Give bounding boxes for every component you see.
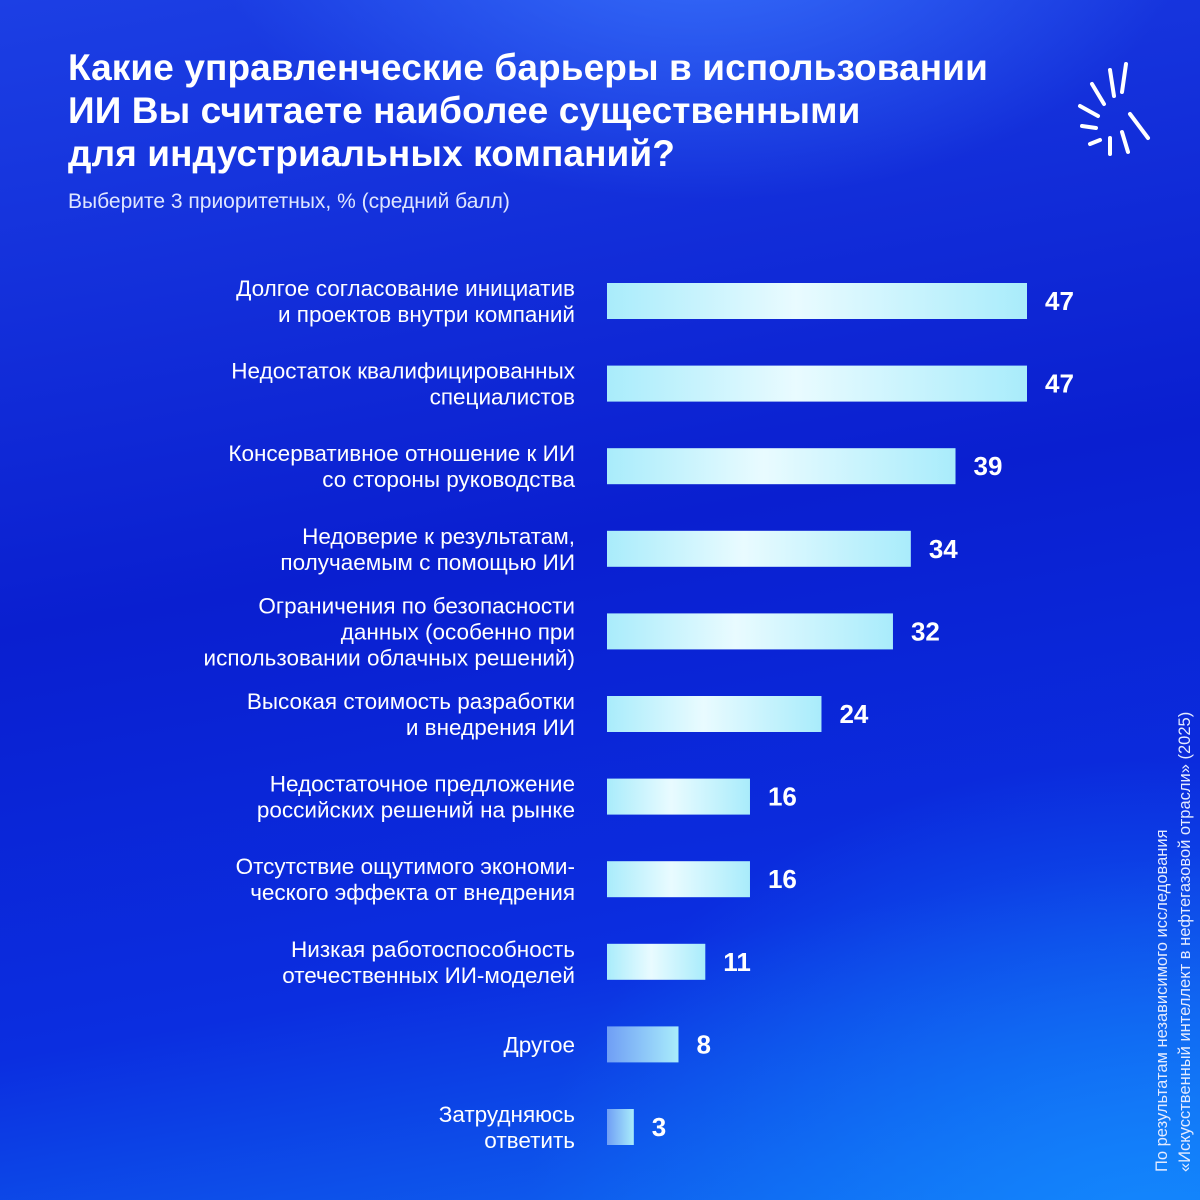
source-note-line: По результатам независимого исследования [1153, 829, 1171, 1172]
category-label: Недостаточное предложение [270, 772, 575, 797]
bar [607, 861, 750, 898]
bar [607, 1109, 634, 1145]
bar [607, 530, 911, 567]
category-label: использовании облачных решений) [204, 645, 575, 670]
category-label: ческого эффекта от внедрения [250, 880, 575, 905]
category-label: Консервативное отношение к ИИ [228, 441, 575, 466]
data-label: 11 [723, 947, 751, 977]
bar [607, 365, 1027, 402]
category-label: данных (особенно при [341, 619, 575, 644]
category-label: Низкая работоспособность [291, 937, 575, 962]
bar [607, 1026, 679, 1063]
chart-title-line: Какие управленческие барьеры в использов… [68, 47, 988, 88]
source-note-line: «Искусственный интеллект в нефтегазовой … [1176, 711, 1194, 1172]
chart-subtitle: Выберите 3 приоритетных, % (средний балл… [68, 190, 510, 213]
bar [607, 283, 1027, 319]
category-label: Ограничения по безопасности [258, 593, 575, 618]
bar [607, 696, 822, 732]
category-label: и проектов внутри компаний [278, 302, 575, 327]
category-label: Затрудняюсь [439, 1102, 575, 1127]
chart-title: Какие управленческие барьеры в использов… [68, 46, 1028, 175]
data-label: 24 [839, 699, 868, 729]
starburst-logo-icon [1078, 62, 1150, 156]
source-note: По результатам независимого исследования… [1151, 712, 1197, 1172]
category-label: отечественных ИИ-моделей [282, 963, 575, 988]
bar [607, 613, 893, 650]
category-label: получаемым с помощью ИИ [280, 550, 575, 575]
data-label: 47 [1045, 286, 1074, 316]
category-label: ответить [484, 1128, 575, 1153]
category-label: Недостаток квалифицированных [231, 359, 575, 384]
bar [607, 778, 750, 815]
data-label: 3 [652, 1112, 666, 1142]
category-label: Высокая стоимость разработки [247, 689, 575, 714]
chart-title-line: для индустриальных компаний? [68, 133, 675, 174]
category-label: специалистов [430, 385, 575, 410]
category-label: российских решений на рынке [257, 798, 575, 823]
category-label: Долгое согласование инициатив [236, 276, 575, 301]
data-label: 16 [768, 864, 797, 894]
category-label: и внедрения ИИ [406, 715, 575, 740]
data-label: 8 [696, 1029, 710, 1059]
data-label: 32 [911, 616, 940, 646]
bar [607, 943, 706, 980]
data-label: 16 [768, 782, 797, 812]
data-label: 34 [929, 534, 958, 564]
bar [607, 448, 956, 485]
data-label: 47 [1045, 369, 1074, 399]
category-label: со стороны руководства [322, 467, 575, 492]
category-label: Недоверие к результатам, [302, 524, 575, 549]
chart-title-line: ИИ Вы считаете наиболее существенными [68, 90, 861, 131]
data-label: 39 [974, 451, 1003, 481]
category-label: Отсутствие ощутимого экономи- [236, 854, 575, 879]
category-label: Другое [504, 1032, 576, 1057]
